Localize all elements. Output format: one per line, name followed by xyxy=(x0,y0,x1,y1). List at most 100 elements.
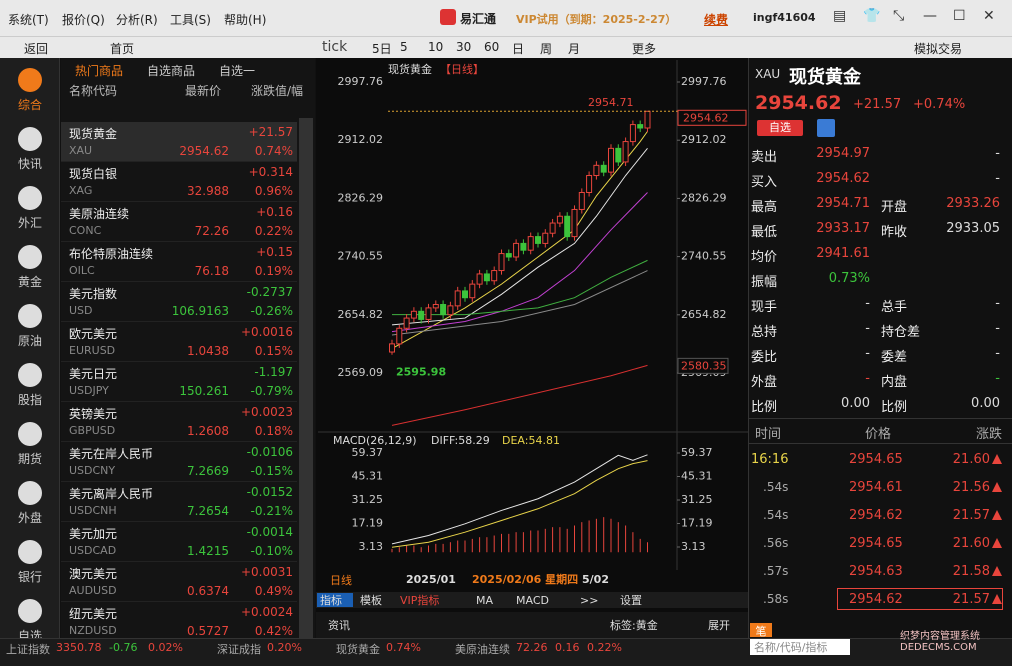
tick-button[interactable]: tick xyxy=(322,39,348,55)
chart-tab[interactable]: 模板 xyxy=(360,593,382,607)
chart-tab[interactable]: 设置 xyxy=(620,594,642,607)
sidebar-icon[interactable] xyxy=(18,127,42,151)
watchlist-row[interactable]: 美元加元 USDCAD 1.4215 -0.0014 -0.10% xyxy=(61,522,297,562)
period-button[interactable]: 30 xyxy=(456,40,472,54)
instrument-name: 美元离岸人民币 xyxy=(69,487,154,501)
quote-value: 2954.71 xyxy=(816,196,870,211)
macd-dea: DEA:54.81 xyxy=(502,434,560,447)
sidebar-icon[interactable] xyxy=(18,186,42,210)
window-button[interactable]: ☐ xyxy=(953,8,966,24)
change-percent: -0.21% xyxy=(250,504,293,518)
last-price-box xyxy=(677,109,747,126)
watchlist-row[interactable]: 纽元美元 NZDUSD 0.5727 +0.0024 0.42% xyxy=(61,602,297,642)
sidebar-label[interactable]: 股指 xyxy=(17,393,42,407)
renew-link[interactable]: 续费 xyxy=(704,13,729,27)
window-button[interactable]: ✕ xyxy=(983,8,995,24)
low-label: 2595.98 xyxy=(396,366,446,379)
chart-tab[interactable]: MA xyxy=(476,594,493,607)
sidebar-icon[interactable] xyxy=(18,422,42,446)
period-button[interactable]: 日 xyxy=(512,42,525,56)
watchlist-row[interactable]: 澳元美元 AUDUSD 0.6374 +0.0031 0.49% xyxy=(61,562,297,602)
moving-average xyxy=(391,364,648,426)
y-tick-label-right: 2997.76 xyxy=(681,75,727,88)
window-button[interactable]: 👕 xyxy=(863,8,881,24)
chart-tab[interactable]: >> xyxy=(580,594,598,607)
macd-tick-label-right: 45.31 xyxy=(681,470,713,483)
window-button[interactable]: — xyxy=(923,8,937,24)
watchlist-tab[interactable]: 自选商品 xyxy=(147,64,196,78)
status-name: 深证成指 xyxy=(217,643,261,656)
sidebar-label[interactable]: 快讯 xyxy=(17,157,42,171)
period-button[interactable]: 月 xyxy=(568,42,581,56)
y-tick-label-right: 2826.29 xyxy=(681,191,727,204)
period-button[interactable]: 5 xyxy=(400,40,408,54)
sidebar-icon[interactable] xyxy=(18,540,42,564)
window-button[interactable]: ⤡ xyxy=(893,8,905,24)
tick-time: .56s xyxy=(763,536,789,550)
watchlist-row[interactable]: 现货黄金 XAU 2954.62 +21.57 0.74% xyxy=(61,122,297,162)
search-box[interactable]: 名称/代码/指标 xyxy=(750,639,850,655)
sidebar-label[interactable]: 原油 xyxy=(17,334,42,348)
menu-item[interactable]: 工具(S) xyxy=(170,13,211,27)
watchlist-row[interactable]: 欧元美元 EURUSD 1.0438 +0.0016 0.15% xyxy=(61,322,297,362)
more-button[interactable]: 更多 xyxy=(632,42,657,56)
watchlist-row[interactable]: 美元日元 USDJPY 150.261 -1.197 -0.79% xyxy=(61,362,297,402)
sidebar-label[interactable]: 外汇 xyxy=(17,216,42,230)
watchlist-row[interactable]: 布伦特原油连续 OILC 76.18 +0.15 0.19% xyxy=(61,242,297,282)
simulate-button[interactable]: 模拟交易 xyxy=(914,42,963,56)
watchlist-row[interactable]: 美元在岸人民币 USDCNY 7.2669 -0.0106 -0.15% xyxy=(61,442,297,482)
up-arrow xyxy=(992,566,1002,576)
watchlist-row[interactable]: 英镑美元 GBPUSD 1.2608 +0.0023 0.18% xyxy=(61,402,297,442)
watchlist-tab[interactable]: 自选一 xyxy=(219,64,256,78)
sidebar-icon[interactable] xyxy=(18,245,42,269)
last-price-label: 2954.62 xyxy=(683,111,729,124)
window-button[interactable]: ▤ xyxy=(833,8,847,24)
ticks-header: 价格 xyxy=(865,427,892,442)
candle-body xyxy=(476,273,483,285)
period-button[interactable]: 10 xyxy=(428,40,444,54)
watchlist-row[interactable]: 美原油连续 CONC 72.26 +0.16 0.22% xyxy=(61,202,297,242)
sidebar-icon[interactable] xyxy=(18,68,42,92)
alert-button[interactable] xyxy=(817,119,835,137)
news-expand[interactable]: 展开 xyxy=(708,619,730,632)
watchlist-tab[interactable]: 热门商品 xyxy=(75,64,124,78)
sidebar-icon[interactable] xyxy=(18,481,42,505)
period-tag: 日线 xyxy=(330,573,352,587)
favorite-button[interactable]: 自选 xyxy=(757,120,803,136)
watchlist-row[interactable]: 现货白银 XAG 32.988 +0.314 0.96% xyxy=(61,162,297,202)
period-button[interactable]: 周 xyxy=(540,42,553,56)
status-value: 0.02% xyxy=(148,641,183,654)
quote-value: 0.00 xyxy=(841,396,870,411)
tick-time: 16:16 xyxy=(751,452,789,467)
menu-item[interactable]: 帮助(H) xyxy=(224,13,267,27)
watchlist-row[interactable]: 美元离岸人民币 USDCNH 7.2654 -0.0152 -0.21% xyxy=(61,482,297,522)
sidebar-label[interactable]: 期货 xyxy=(17,452,42,466)
period-button[interactable]: 5日 xyxy=(372,42,392,56)
menu-item[interactable]: 系统(T) xyxy=(8,13,49,27)
price-change: +0.15 xyxy=(256,245,293,259)
macd-diff-line xyxy=(391,454,648,545)
watchlist-row[interactable]: 美元指数 USD 106.9163 -0.2737 -0.26% xyxy=(61,282,297,322)
candle-body xyxy=(556,215,563,224)
sidebar-icon[interactable] xyxy=(18,599,42,623)
sidebar-label[interactable]: 外盘 xyxy=(17,511,42,525)
sidebar-icon[interactable] xyxy=(18,363,42,387)
home-button[interactable]: 首页 xyxy=(110,42,135,56)
sidebar-label[interactable]: 综合 xyxy=(17,98,42,112)
sidebar-label[interactable]: 银行 xyxy=(17,570,42,584)
pen-button[interactable]: 笔 xyxy=(750,623,772,638)
quote-label: 持仓差 xyxy=(881,325,921,340)
price-change: -0.0014 xyxy=(246,525,293,539)
sidebar-label[interactable]: 黄金 xyxy=(17,275,42,289)
menu-item[interactable]: 报价(Q) xyxy=(62,13,105,27)
period-button[interactable]: 60 xyxy=(484,40,500,54)
chart-tab[interactable]: 指标 xyxy=(320,593,342,607)
menu-item[interactable]: 分析(R) xyxy=(116,13,158,27)
chart-tab[interactable]: VIP指标 xyxy=(400,593,439,607)
sidebar-icon[interactable] xyxy=(18,304,42,328)
quote-value: - xyxy=(995,171,1000,186)
back-button[interactable]: 返回 xyxy=(24,42,49,56)
quote-value: 2954.97 xyxy=(816,146,870,161)
last-price: 32.988 xyxy=(187,184,229,198)
chart-tab[interactable]: MACD xyxy=(516,594,549,607)
